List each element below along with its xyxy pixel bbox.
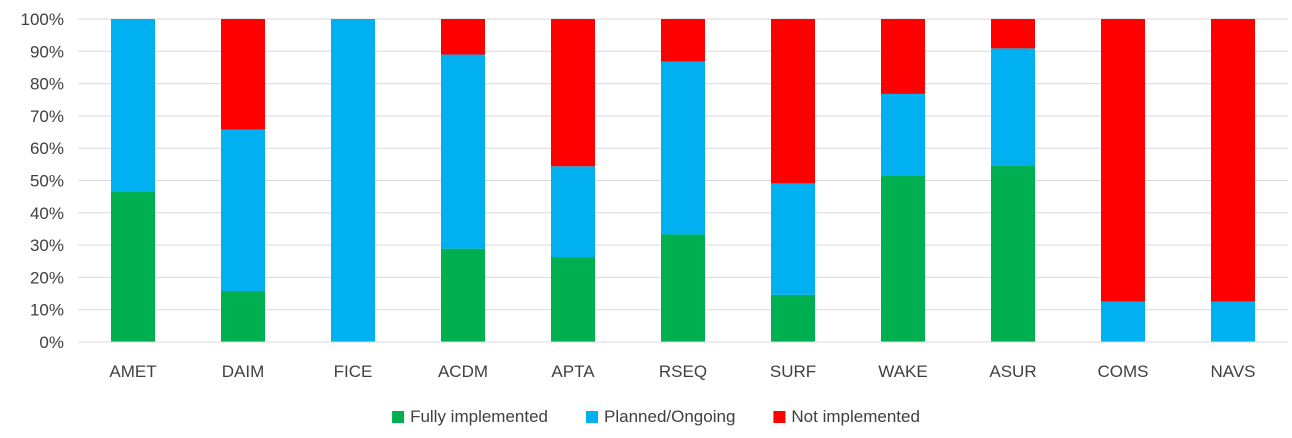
y-tick-label: 70% (30, 107, 64, 126)
x-tick-label: APTA (551, 362, 595, 381)
y-tick-label: 0% (39, 333, 64, 352)
y-axis-ticks: 0% 10% 20% 30% 40% 50% 60% 70% 80% 90% 100% (21, 10, 64, 352)
y-tick-label: 10% (30, 301, 64, 320)
x-tick-label: DAIM (222, 362, 265, 381)
x-tick-label: RSEQ (659, 362, 707, 381)
x-tick-label: WAKE (878, 362, 927, 381)
bar-segment (1101, 301, 1145, 342)
bar-segment (771, 19, 815, 184)
x-tick-label: FICE (334, 362, 373, 381)
legend-item: Not implemented (773, 407, 920, 426)
x-tick-label: NAVS (1210, 362, 1255, 381)
x-tick-label: COMS (1098, 362, 1149, 381)
bar-segment (441, 248, 485, 342)
bar-segment (1211, 19, 1255, 302)
bar-segment (991, 165, 1035, 342)
bar-segment (771, 183, 815, 295)
legend-swatch (392, 411, 405, 423)
bar-segment (771, 294, 815, 342)
bar-segment (881, 19, 925, 94)
x-tick-label: ASUR (989, 362, 1036, 381)
bar-segment (1101, 19, 1145, 302)
legend-label: Not implemented (791, 407, 920, 426)
bar-segment (441, 54, 485, 249)
bar-segment (111, 191, 155, 342)
bar-segment (661, 61, 705, 235)
x-tick-label: ACDM (438, 362, 488, 381)
y-tick-label: 80% (30, 75, 64, 94)
y-tick-label: 40% (30, 204, 64, 223)
bar-segment (881, 175, 925, 342)
y-tick-label: 30% (30, 236, 64, 255)
x-axis-ticks: AMET DAIM FICE ACDM APTA RSEQ SURF WAKE ASUR COMS… (109, 362, 1255, 381)
y-tick-label: 60% (30, 139, 64, 158)
bar-segment (991, 48, 1035, 166)
bar-segment (441, 19, 485, 55)
y-tick-label: 50% (30, 172, 64, 191)
legend-item: Fully implemented (392, 407, 548, 426)
bars (111, 19, 1255, 342)
legend-swatch (586, 411, 599, 423)
bar-segment (221, 290, 265, 342)
bar-segment (1211, 301, 1255, 342)
bar-segment (881, 93, 925, 176)
legend-swatch (773, 411, 786, 423)
y-tick-label: 20% (30, 268, 64, 287)
bar-segment (551, 257, 595, 342)
bar-segment (551, 19, 595, 167)
legend-item: Planned/Ongoing (586, 407, 735, 426)
bar-segment (221, 19, 265, 130)
bar-segment (221, 129, 265, 291)
bar-segment (991, 19, 1035, 49)
bar-segment (111, 19, 155, 192)
y-tick-label: 90% (30, 42, 64, 61)
bar-segment (331, 19, 375, 342)
x-tick-label: SURF (770, 362, 816, 381)
bar-segment (661, 234, 705, 342)
legend-label: Planned/Ongoing (604, 407, 735, 426)
bar-segment (661, 19, 705, 62)
legend-label: Fully implemented (410, 407, 548, 426)
x-tick-label: AMET (109, 362, 156, 381)
y-tick-label: 100% (21, 10, 64, 29)
legend: Fully implemented Planned/Ongoing Not impl… (392, 407, 920, 426)
bar-segment (551, 166, 595, 258)
